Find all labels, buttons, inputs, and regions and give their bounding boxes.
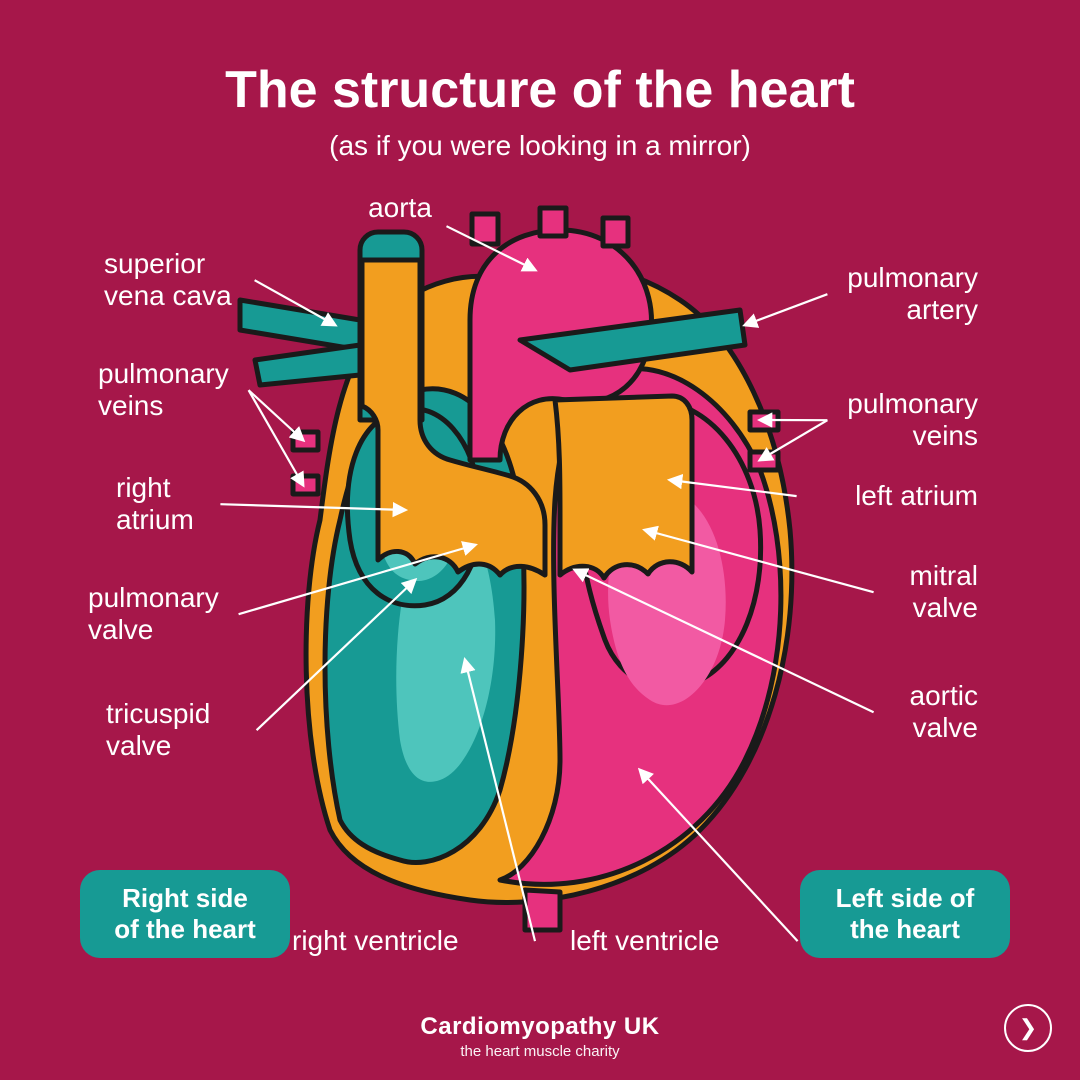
footer: Cardiomyopathy UK the heart muscle chari… xyxy=(0,1013,1080,1060)
label-mitral-valve: mitral valve xyxy=(910,560,978,624)
label-left-ventricle: left ventricle xyxy=(570,925,719,957)
label-pulmonary-artery: pulmonary artery xyxy=(847,262,978,326)
next-button[interactable]: ❯ xyxy=(1004,1004,1052,1052)
left-side-badge-text: Left side of the heart xyxy=(836,883,975,945)
chevron-right-icon: ❯ xyxy=(1019,1015,1037,1041)
left-side-badge: Left side of the heart xyxy=(800,870,1010,958)
label-pulmonary-veins-r: pulmonary veins xyxy=(847,388,978,452)
brand-logo-text: Cardiomyopathy UK xyxy=(0,1013,1080,1041)
label-right-atrium: right atrium xyxy=(116,472,194,536)
label-aortic-valve: aortic valve xyxy=(910,680,978,744)
label-left-atrium: left atrium xyxy=(855,480,978,512)
brand-tagline: the heart muscle charity xyxy=(0,1043,1080,1060)
label-tricuspid-valve: tricuspid valve xyxy=(106,698,210,762)
brand-name: Cardiomyopathy UK xyxy=(420,1013,659,1040)
label-superior-vena-cava: superior vena cava xyxy=(104,248,232,312)
label-aorta: aorta xyxy=(368,192,432,224)
label-pulmonary-valve: pulmonary valve xyxy=(88,582,219,646)
infographic-canvas: The structure of the heart (as if you we… xyxy=(0,0,1080,1080)
right-side-badge: Right side of the heart xyxy=(80,870,290,958)
label-pulmonary-veins-l: pulmonary veins xyxy=(98,358,229,422)
label-right-ventricle: right ventricle xyxy=(292,925,459,957)
right-side-badge-text: Right side of the heart xyxy=(114,883,256,945)
